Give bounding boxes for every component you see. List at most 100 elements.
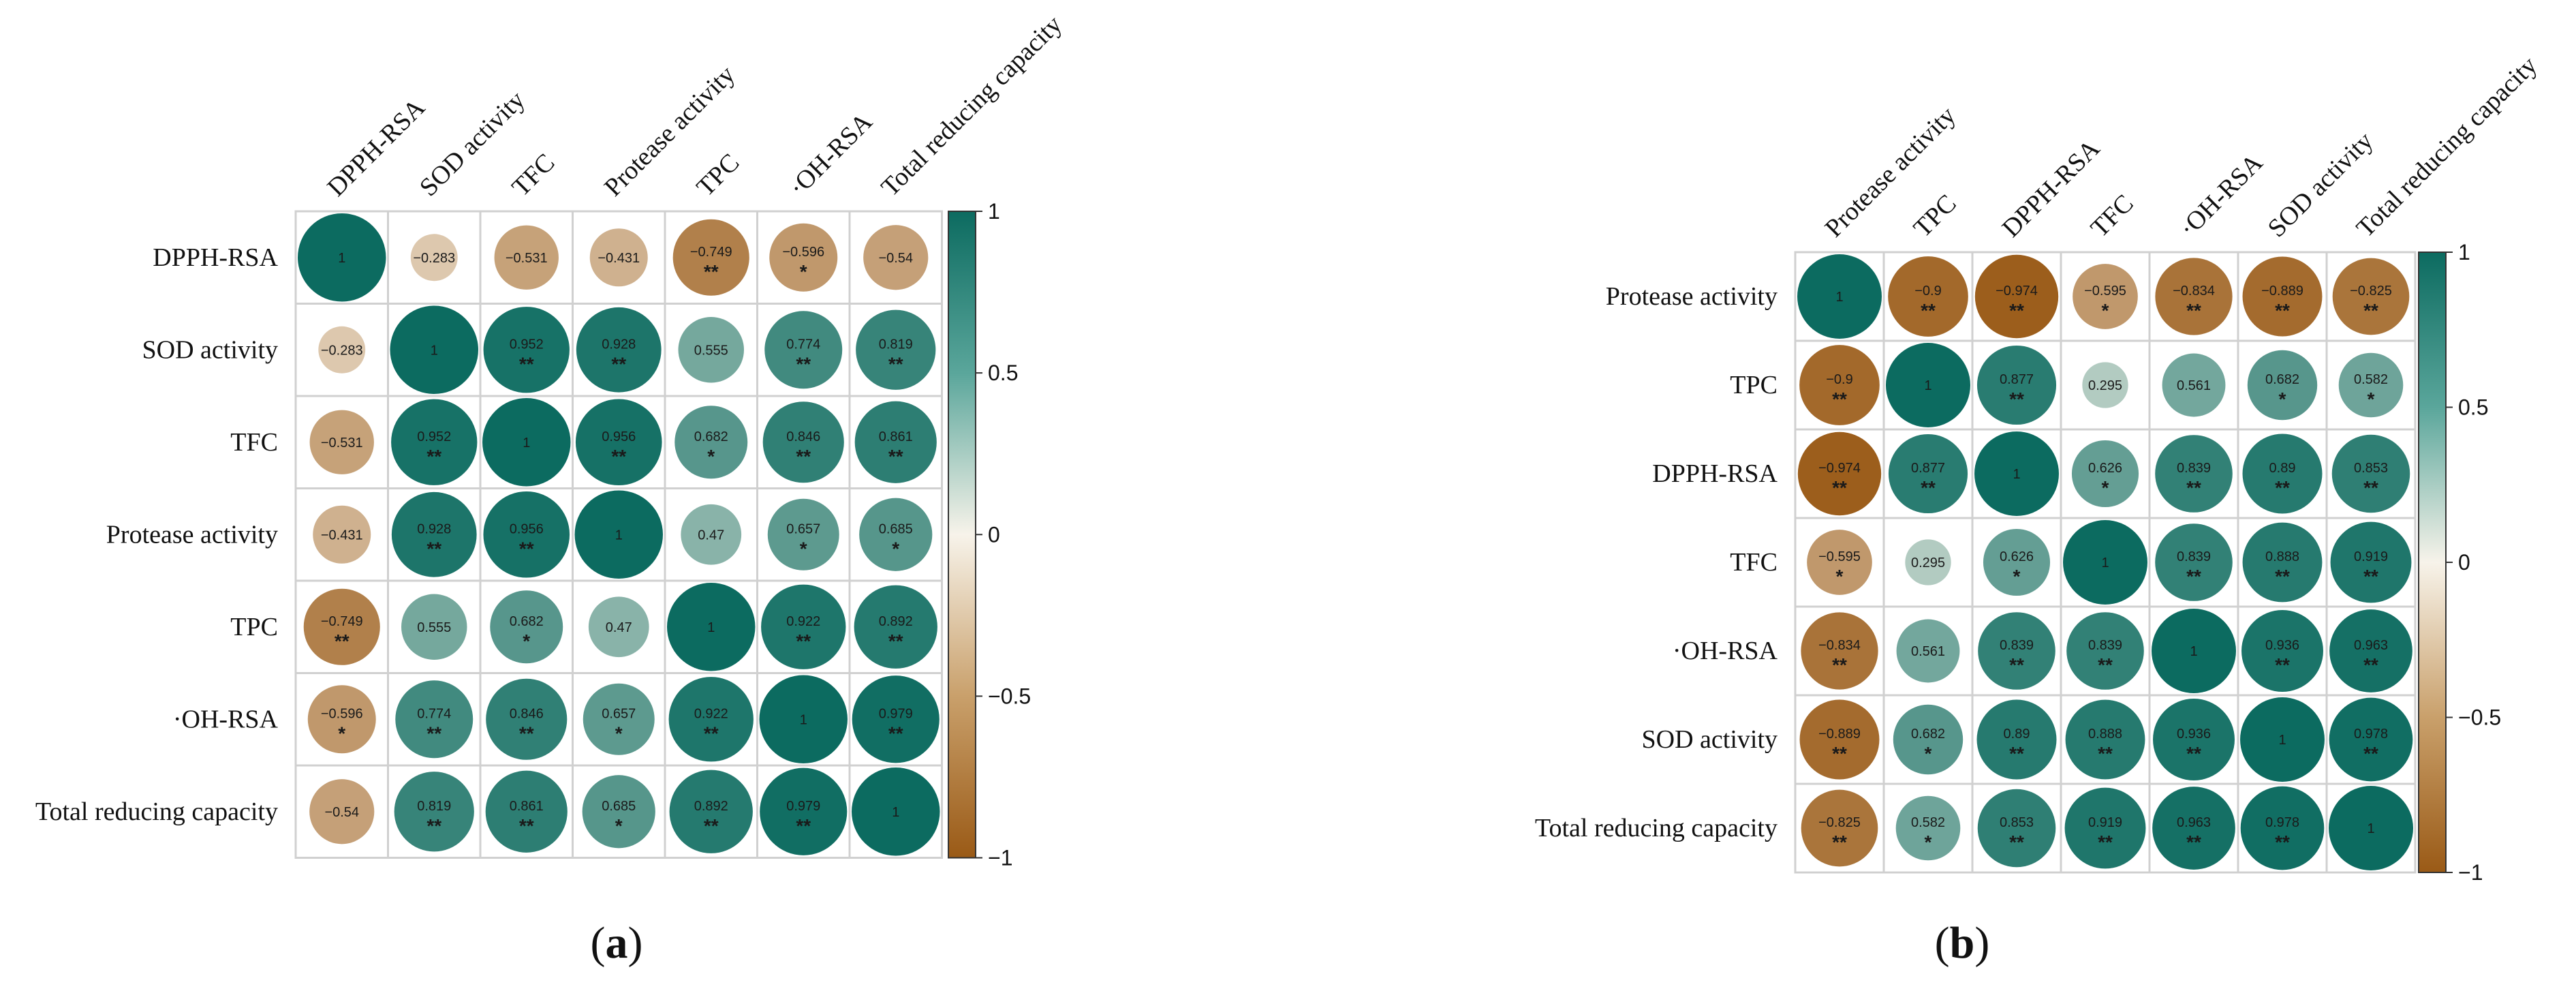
- correlation-value: 0.295: [2088, 378, 2122, 393]
- correlation-circle: [574, 490, 663, 579]
- colorbar-tick-label: −0.5: [988, 684, 1031, 708]
- correlation-value: 0.861: [510, 799, 544, 814]
- significance-mark: *: [707, 446, 715, 467]
- correlation-value: 0.682: [1911, 727, 1945, 742]
- correlation-circle: [395, 680, 474, 759]
- correlation-value: 0.47: [698, 528, 724, 543]
- correlation-value: −0.54: [878, 251, 913, 266]
- significance-mark: **: [2275, 832, 2290, 853]
- correlation-value: 0.685: [602, 799, 636, 814]
- significance-mark: **: [2275, 654, 2290, 675]
- significance-mark: **: [2009, 389, 2024, 410]
- significance-mark: **: [888, 353, 903, 374]
- correlation-circle: [298, 213, 386, 302]
- correlation-value: 0.89: [2269, 461, 2296, 476]
- colorbar-tick-label: −1: [988, 846, 1012, 870]
- colorbar-tick-label: −0.5: [2458, 705, 2501, 730]
- correlation-value: 1: [2278, 733, 2286, 748]
- correlation-value: 0.956: [510, 521, 544, 536]
- correlation-value: 0.657: [602, 706, 636, 721]
- correlation-value: 1: [338, 251, 345, 266]
- correlation-circle: [863, 225, 929, 290]
- correlation-circle: [482, 398, 571, 487]
- correlation-circle: [2155, 523, 2233, 601]
- correlation-value: −0.974: [1996, 284, 2038, 299]
- correlation-value: 0.839: [2000, 638, 2034, 653]
- correlation-circle: [2071, 440, 2139, 508]
- correlation-value: 0.928: [417, 521, 451, 536]
- correlation-circle: [1888, 256, 1968, 337]
- correlation-value: 1: [892, 805, 899, 820]
- correlation-circle: [2073, 264, 2138, 329]
- correlation-value: 0.626: [2000, 549, 2034, 564]
- correlation-value: 0.846: [510, 706, 544, 721]
- correlation-circle: [2066, 612, 2144, 690]
- significance-mark: **: [2275, 300, 2290, 321]
- correlation-circle: [2329, 697, 2413, 782]
- significance-mark: **: [611, 353, 626, 374]
- correlation-value: 0.922: [694, 706, 728, 721]
- correlation-circle: [2330, 521, 2412, 603]
- significance-mark: **: [2363, 743, 2378, 764]
- significance-mark: **: [1832, 832, 1847, 853]
- column-label: TFC: [506, 148, 560, 202]
- correlation-value: 0.936: [2177, 727, 2211, 742]
- correlation-circle: [1976, 345, 2057, 425]
- correlation-value: −0.9: [1826, 372, 1852, 387]
- row-label: SOD activity: [1642, 725, 1778, 754]
- correlation-circle: [2064, 787, 2146, 869]
- correlation-circle: [1799, 699, 1880, 780]
- correlation-circle: [2082, 362, 2128, 408]
- correlation-circle: [859, 498, 933, 571]
- correlation-value: 0.979: [786, 799, 820, 814]
- correlation-circle: [486, 678, 568, 760]
- correlation-value: 0.919: [2354, 549, 2388, 564]
- correlation-value: 0.774: [417, 706, 451, 721]
- colorbar-tick-label: −1: [2458, 860, 2483, 885]
- correlation-circle: [394, 772, 474, 852]
- column-label: Total reducing capacity: [875, 10, 1067, 202]
- significance-mark: **: [335, 630, 350, 652]
- correlation-circle: [1974, 431, 2059, 516]
- correlation-circle: [2153, 699, 2235, 780]
- correlation-value: −0.974: [1818, 461, 1861, 476]
- correlation-circle: [852, 767, 940, 856]
- correlation-circle: [2240, 786, 2325, 870]
- significance-mark: **: [426, 722, 441, 744]
- correlation-value: 1: [2190, 644, 2197, 659]
- colorbar-tick-label: 0: [2458, 550, 2470, 575]
- row-label: TPC: [230, 613, 278, 641]
- correlation-value: −0.9: [1914, 284, 1941, 299]
- correlation-value: 1: [2101, 556, 2109, 571]
- correlation-circle: [303, 588, 380, 665]
- correlation-value: 0.682: [510, 614, 544, 629]
- correlation-circle: [1895, 795, 1961, 861]
- correlation-value: −0.834: [1818, 638, 1861, 653]
- correlation-circle: [494, 225, 559, 290]
- significance-mark: *: [2102, 477, 2109, 498]
- significance-mark: *: [1836, 566, 1844, 587]
- correlation-value: 0.555: [694, 343, 728, 358]
- correlation-circle: [318, 326, 366, 374]
- significance-mark: **: [704, 815, 719, 836]
- correlation-value: 0.839: [2177, 461, 2211, 476]
- significance-mark: **: [426, 538, 441, 559]
- correlation-value: 0.888: [2088, 727, 2122, 742]
- correlation-value: 0.682: [2265, 372, 2299, 387]
- significance-mark: **: [1832, 389, 1847, 410]
- correlation-value: 0.839: [2177, 549, 2211, 564]
- correlation-value: −0.283: [321, 343, 363, 358]
- correlation-circle: [483, 307, 570, 393]
- correlation-value: 1: [431, 343, 438, 358]
- significance-mark: **: [2098, 743, 2113, 764]
- significance-mark: **: [2186, 477, 2201, 498]
- significance-mark: **: [2363, 300, 2378, 321]
- significance-mark: **: [426, 815, 441, 836]
- correlation-circle: [1886, 343, 1970, 427]
- correlation-value: 0.892: [879, 614, 913, 629]
- correlation-value: 1: [523, 436, 530, 451]
- significance-mark: **: [2098, 832, 2113, 853]
- significance-mark: *: [800, 538, 807, 559]
- significance-mark: **: [2186, 832, 2201, 853]
- correlation-value: 0.963: [2354, 638, 2388, 653]
